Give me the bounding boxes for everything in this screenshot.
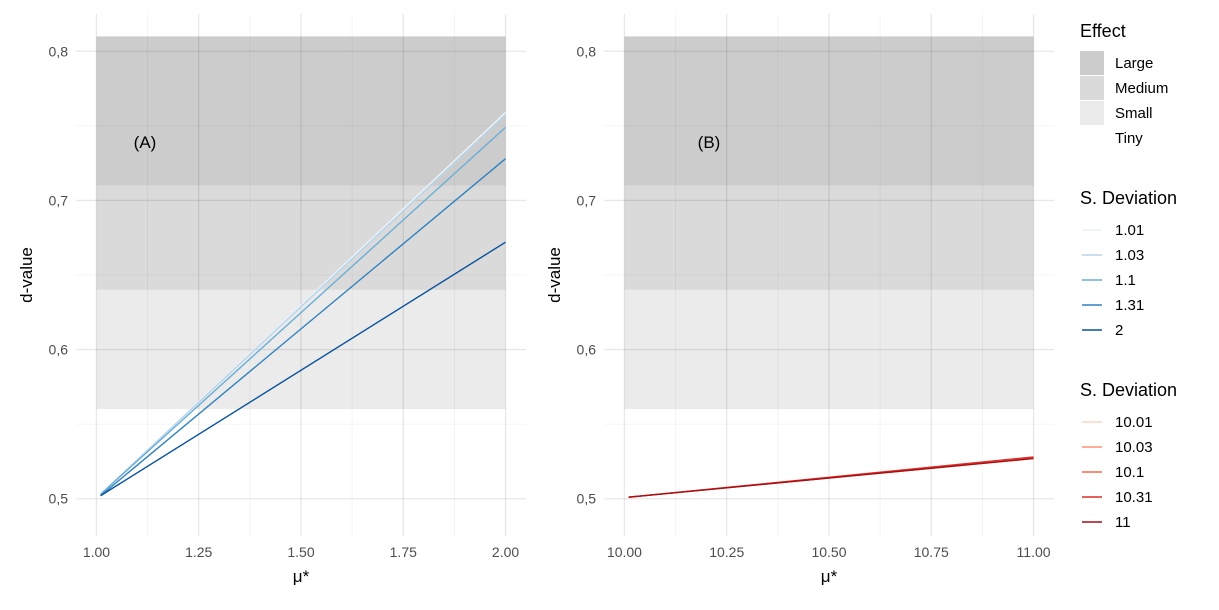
effect-band-large: [96, 36, 506, 186]
x-tick-label: 1.50: [287, 544, 314, 560]
effect-band-tiny: [624, 409, 1034, 536]
legend-label: 10.1: [1115, 464, 1144, 481]
legend-label: 1.01: [1115, 222, 1144, 239]
x-tick-label: 1.00: [83, 544, 110, 560]
panel-annotation: (B): [698, 133, 721, 152]
x-tick-label: 2.00: [492, 544, 519, 560]
x-tick-label: 10.75: [914, 544, 949, 560]
x-tick-label: 1.75: [390, 544, 417, 560]
legend-label: 1.31: [1115, 297, 1144, 314]
y-tick-label: 0,7: [577, 192, 597, 208]
x-tick-label: 10.25: [709, 544, 744, 560]
x-tick-label: 10.50: [811, 544, 846, 560]
legend-label: Small: [1115, 105, 1153, 122]
y-tick-label: 0,6: [577, 342, 597, 358]
effect-band-tiny: [96, 409, 506, 536]
series-line-11: [628, 457, 1034, 498]
legend-title: S. Deviation: [1080, 380, 1177, 400]
x-tick-label: 11.00: [1017, 544, 1051, 560]
series-line-1-31: [100, 158, 506, 497]
legend-label: Tiny: [1115, 130, 1143, 147]
panel-annotation: (A): [134, 133, 157, 152]
legend-label: 10.01: [1115, 414, 1153, 431]
x-tick-label: 10.00: [607, 544, 642, 560]
x-axis-title: μ*: [293, 567, 310, 586]
y-axis-title: d-value: [545, 247, 564, 303]
series-line-1-1: [100, 126, 507, 495]
series-line-2: [100, 241, 506, 497]
y-tick-label: 0,8: [49, 43, 69, 59]
y-tick-label: 0,8: [577, 43, 597, 59]
legend-title: S. Deviation: [1080, 188, 1177, 208]
legend-label: 1.1: [1115, 272, 1136, 289]
effect-band-small: [96, 289, 506, 410]
y-tick-label: 0,7: [49, 192, 69, 208]
x-axis-title: μ*: [821, 567, 838, 586]
legend-label: 10.31: [1115, 489, 1153, 506]
legend-key-small: [1080, 101, 1104, 125]
legend-label: 10.03: [1115, 439, 1153, 456]
panel-a: 1.00 1.25 1.50 1.75 2.00 0,5 0,6 0,7 0,8 μ* d-valu…: [17, 14, 526, 586]
y-tick-label: 0,6: [49, 342, 69, 358]
legend-label: 2: [1115, 322, 1123, 339]
series-line-1-03: [100, 114, 507, 495]
legend-label: Large: [1115, 55, 1153, 72]
effect-band-large: [624, 36, 1034, 186]
y-tick-label: 0,5: [577, 491, 597, 507]
legend-label: 1.03: [1115, 247, 1144, 264]
y-axis-title: d-value: [17, 247, 36, 303]
legend: Effect Large Medium Small Tiny S. Deviation 1.…: [1080, 21, 1177, 531]
effect-band-small: [624, 289, 1034, 410]
legend-label: Medium: [1115, 80, 1168, 97]
legend-key-large: [1080, 51, 1104, 75]
legend-key-medium: [1080, 76, 1104, 100]
legend-title: Effect: [1080, 21, 1126, 41]
effect-band-medium: [624, 185, 1034, 290]
x-tick-label: 1.25: [185, 544, 212, 560]
legend-label: 11: [1115, 514, 1131, 531]
effect-band-medium: [96, 185, 506, 290]
y-tick-label: 0,5: [49, 491, 69, 507]
legend-key-tiny: [1080, 126, 1104, 150]
panel-b: 10.00 10.25 10.50 10.75 11.00 0,5 0,6 0,7 0,8 μ* d…: [545, 14, 1054, 586]
